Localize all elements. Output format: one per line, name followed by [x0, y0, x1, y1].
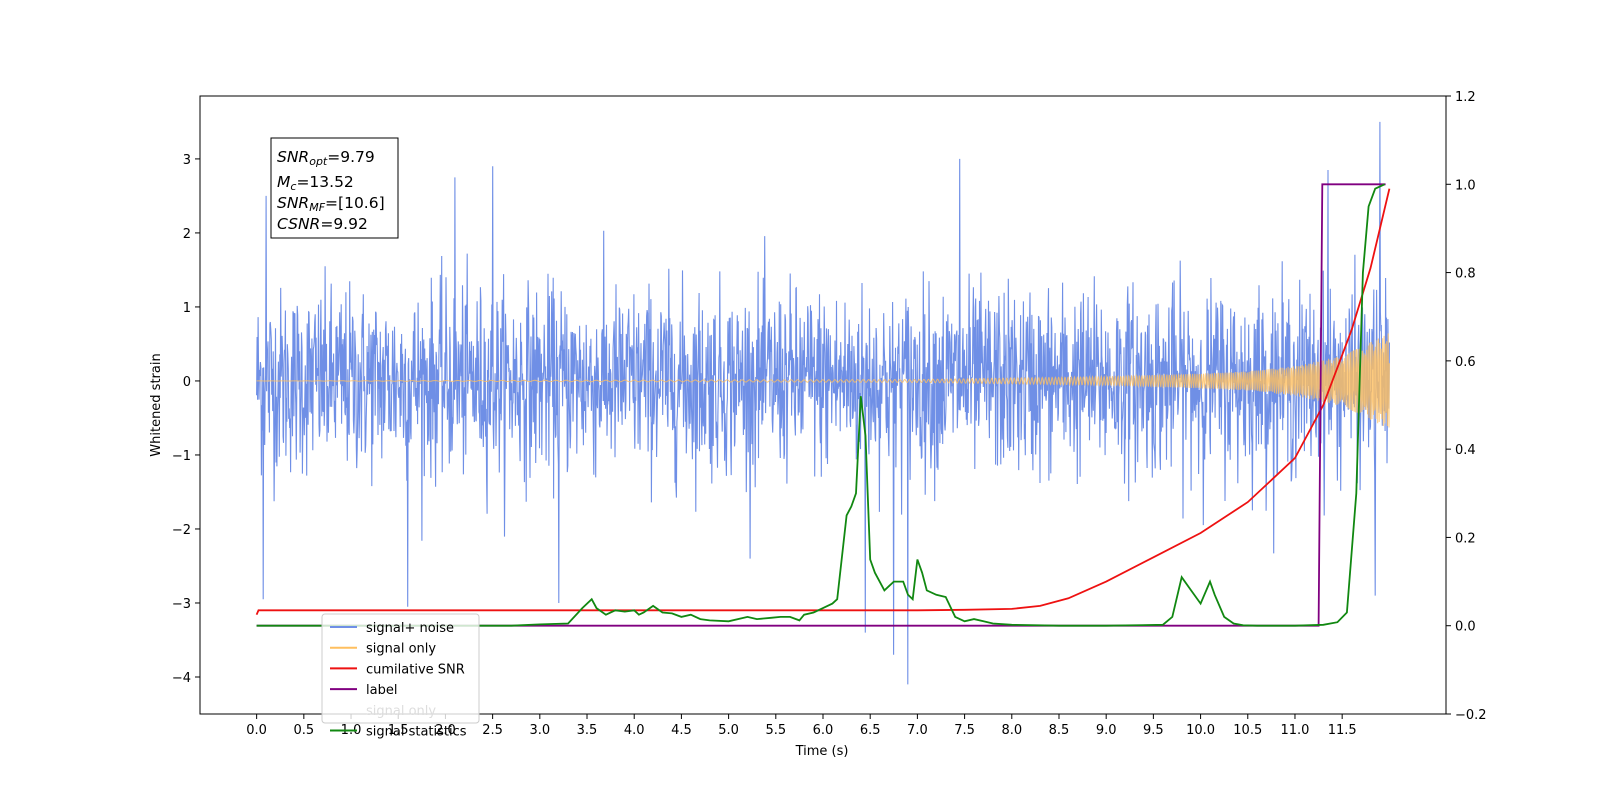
snr-mf-value: =[10.6]	[325, 194, 385, 212]
x-tick-label: 0.0	[246, 723, 267, 738]
mc-value: =13.52	[296, 173, 353, 191]
y2-tick-label: 1.0	[1455, 178, 1476, 193]
csnr-value: =9.92	[320, 215, 368, 233]
y2-tick-label: 0.8	[1455, 267, 1476, 282]
series-signal-noise	[256, 121, 1390, 685]
y-axis-label: Whitened strain	[149, 353, 164, 456]
snr-opt-line: SNRopt=9.79	[277, 148, 375, 168]
x-tick-label: 11.5	[1328, 723, 1357, 738]
legend: signal+ noise signal only cumilative SNR la…	[321, 613, 480, 740]
csnr-name: CSNR	[277, 215, 320, 233]
legend-label: signal only	[366, 704, 436, 719]
x-tick-label: 7.5	[954, 723, 975, 738]
legend-label: signal statistics	[366, 725, 467, 740]
y-tick-label: 3	[183, 153, 191, 168]
x-tick-label: 11.0	[1280, 723, 1309, 738]
y2-tick-label: 0.6	[1455, 355, 1476, 370]
x-tick-label: 4.0	[624, 723, 645, 738]
y2-tick-label: −0.2	[1455, 708, 1487, 723]
snr-opt-name: SNR	[277, 148, 309, 166]
x-tick-label: 3.5	[577, 723, 598, 738]
snr-opt-sub: opt	[309, 155, 328, 168]
x-tick-label: 3.0	[529, 723, 550, 738]
mc-sub: c	[290, 180, 296, 193]
x-tick-label: 1.5	[388, 723, 409, 738]
y2-tick-label: 0.4	[1455, 443, 1476, 458]
series-layer	[255, 121, 1391, 685]
x-tick-label: 6.0	[813, 723, 834, 738]
y-tick-label: −3	[172, 597, 191, 612]
y-tick-label: 0	[183, 375, 191, 390]
x-tick-label: 7.0	[907, 723, 928, 738]
x-tick-label: 8.5	[1049, 723, 1070, 738]
legend-items: signal+ noise signal only cumilative SNR la…	[330, 621, 467, 740]
series-signal-only	[256, 333, 1390, 428]
x-tick-label: 9.0	[1096, 723, 1117, 738]
annotation-box: SNRopt=9.79 Mc=13.52 SNRMF=[10.6] CSNR=9…	[270, 137, 399, 239]
x-tick-label: 4.5	[671, 723, 692, 738]
snr-mf-line: SNRMF=[10.6]	[277, 194, 385, 214]
legend-label: cumilative SNR	[366, 662, 465, 677]
x-tick-label: 6.5	[860, 723, 881, 738]
x-tick-label: 10.5	[1233, 723, 1262, 738]
snr-mf-sub: MF	[309, 201, 325, 214]
legend-label: signal+ noise	[366, 621, 454, 636]
x-tick-label: 0.5	[293, 723, 314, 738]
y-tick-label: −2	[172, 523, 191, 538]
csnr-line: CSNR=9.92	[277, 215, 368, 233]
x-axis-label: Time (s)	[795, 744, 849, 759]
annotation-frame	[270, 137, 399, 239]
x-tick-label: 5.0	[718, 723, 739, 738]
mc-name: M	[277, 173, 290, 191]
y2-tick-label: 0.2	[1455, 531, 1476, 546]
x-tick-label: 9.5	[1143, 723, 1164, 738]
x-tick-label: 2.5	[482, 723, 503, 738]
series-label	[256, 183, 1386, 627]
y2-tick-label: 1.2	[1455, 90, 1476, 105]
y-tick-label: −1	[172, 449, 191, 464]
x-tick-label: 8.0	[1001, 723, 1022, 738]
series-cumilative-snr	[255, 188, 1391, 616]
y-tick-label: 1	[183, 301, 191, 316]
series-signal-statistics	[256, 183, 1385, 627]
x-tick-label: 2.0	[435, 723, 456, 738]
legend-label: label	[366, 683, 397, 698]
legend-label: signal only	[366, 642, 436, 657]
x-tick-label: 5.5	[765, 723, 786, 738]
y-tick-label: 2	[183, 227, 191, 242]
snr-opt-value: =9.79	[327, 148, 375, 166]
mc-line: Mc=13.52	[277, 173, 354, 193]
snr-mf-name: SNR	[277, 194, 309, 212]
x-tick-label: 10.0	[1186, 723, 1215, 738]
axes-layer: 0.0 0.5 1.0 1.5 2.0 2.5 3.0 3.5 4.0 4.5 5.0 5.5 6.0 6…	[172, 90, 1487, 738]
legend-frame	[321, 613, 480, 724]
y-tick-label: −4	[172, 671, 191, 686]
y2-tick-label: 0.0	[1455, 620, 1476, 635]
